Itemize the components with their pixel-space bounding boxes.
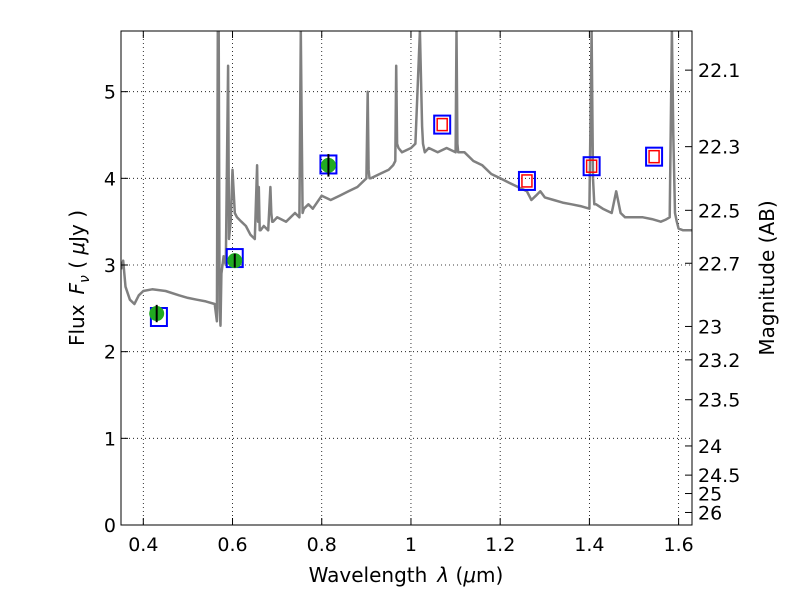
y-axis-label: FluxFν ( μJy ) [65,210,93,346]
magnitude-tick-label: 24 [698,436,722,458]
y-tick-label: 1 [104,428,116,450]
magnitude-tick-label: 24.5 [698,465,740,487]
model-point-square [645,146,664,167]
x-tick-label: 0.4 [128,534,158,556]
model-point-square [517,170,536,191]
x-tick-label: 1.2 [485,534,515,556]
model-point-inner-square [521,174,533,188]
secondary-y-axis-label: Magnitude (AB) [755,200,779,355]
x-tick-labels: 0.4 0.6 0.8 1 1.2 1.4 1.6 [128,534,694,556]
model-point-inner-square [585,159,598,173]
magnitude-tick-label: 22.1 [698,60,740,82]
spectrum-line [121,31,692,327]
model-point-square [433,114,452,135]
y-tick-label: 2 [104,342,116,364]
x-tick-label: 1 [405,534,417,556]
x-tick-label: 0.6 [217,534,247,556]
y-tick-label: 4 [104,168,116,190]
plot-frame [120,30,693,526]
y-tick-label: 5 [104,82,116,104]
spectrum-layer [121,31,692,327]
magnitude-tick-label: 25 [698,484,722,506]
magnitude-tick-label: 22.7 [698,253,740,275]
x-tick-label: 1.4 [574,534,604,556]
observed-photometry-layer [149,154,336,323]
magnitude-tick-label: 26 [698,502,722,524]
y-tick-label: 3 [104,255,116,277]
model-point-inner-square [648,149,660,164]
magnitude-tick-label: 22.3 [698,137,740,159]
y-tick-label: 0 [104,515,116,537]
model-point-square [582,156,601,177]
magnitude-tick-label: 23 [698,316,722,338]
magnitude-tick-label: 23.2 [698,350,740,372]
axis-ticks [121,31,692,526]
x-tick-label: 0.8 [307,534,337,556]
magnitude-tick-label: 23.5 [698,390,740,412]
x-axis-label: Wavelength λ (μm) [309,563,504,587]
model-point-inner-square [436,117,448,132]
y-tick-labels: 0 1 2 3 4 5 [104,82,116,537]
magnitude-tick-label: 22.5 [698,200,740,222]
x-tick-label: 1.6 [664,534,694,556]
